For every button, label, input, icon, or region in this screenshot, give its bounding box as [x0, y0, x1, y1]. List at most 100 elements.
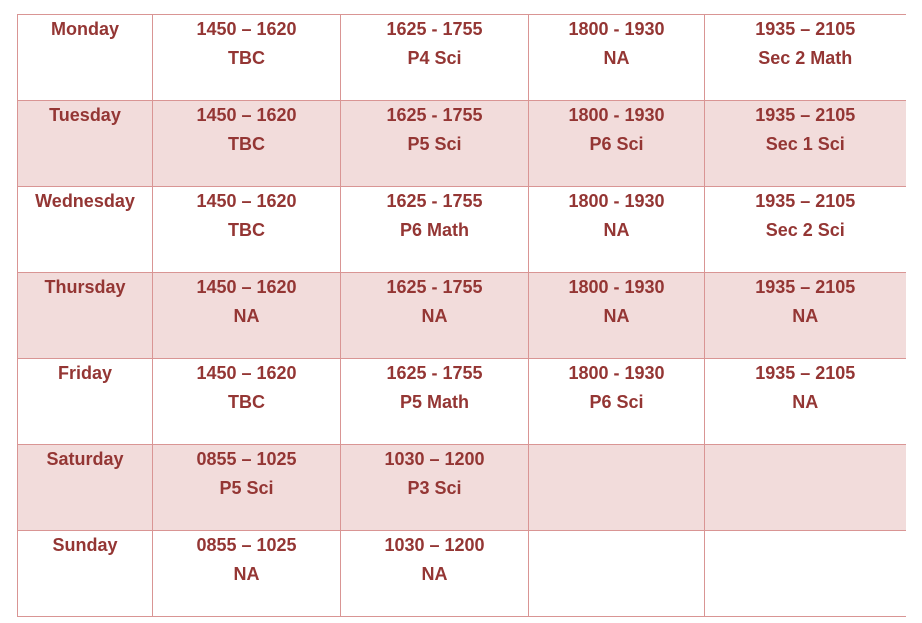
- table-row: Friday 1450 – 1620 TBC 1625 - 1755 P5 Math 18…: [17, 358, 906, 445]
- slot-label: P4 Sci: [407, 48, 462, 68]
- slot-time: 1450 – 1620: [196, 105, 297, 125]
- slot-time: 1450 – 1620: [196, 191, 297, 211]
- slot-time: 1800 - 1930: [568, 363, 665, 383]
- slot-time: 1625 - 1755: [386, 19, 483, 39]
- slot-label: NA: [421, 306, 448, 326]
- slot-time: 1625 - 1755: [386, 105, 483, 125]
- slot-time: 1800 - 1930: [568, 277, 665, 297]
- table-row: Thursday 1450 – 1620 NA 1625 - 1755 NA 1800 -…: [17, 272, 906, 359]
- slot-time: 1935 – 2105: [755, 363, 856, 383]
- slot-label: TBC: [228, 220, 265, 240]
- slot-cell: 1935 – 2105 Sec 2 Math: [704, 14, 906, 101]
- slot-cell: 1800 - 1930 NA: [528, 14, 705, 101]
- slot-label: NA: [233, 564, 260, 584]
- slot-label: NA: [421, 564, 448, 584]
- slot-cell: 1450 – 1620 TBC: [152, 100, 341, 187]
- slot-label: NA: [792, 392, 819, 412]
- slot-cell: 1625 - 1755 P6 Math: [340, 186, 529, 273]
- slot-cell: 1030 – 1200 P3 Sci: [340, 444, 529, 531]
- slot-time: 1030 – 1200: [384, 449, 485, 469]
- slot-cell: 1935 – 2105 NA: [704, 272, 906, 359]
- day-name: Monday: [50, 19, 119, 39]
- day-cell: Saturday: [17, 444, 153, 531]
- slot-cell: 1800 - 1930 P6 Sci: [528, 100, 705, 187]
- slot-label: P5 Sci: [407, 134, 462, 154]
- slot-cell: 1450 – 1620 NA: [152, 272, 341, 359]
- slot-time: 1935 – 2105: [755, 19, 856, 39]
- slot-label: NA: [792, 306, 819, 326]
- table-row: Monday 1450 – 1620 TBC 1625 - 1755 P4 Sci 180…: [17, 14, 906, 101]
- slot-cell: 0855 – 1025 P5 Sci: [152, 444, 341, 531]
- slot-time: 1030 – 1200: [384, 535, 485, 555]
- day-name: Tuesday: [49, 105, 121, 125]
- slot-label: NA: [233, 306, 260, 326]
- slot-cell: 1625 - 1755 NA: [340, 272, 529, 359]
- day-name: Friday: [57, 363, 113, 383]
- slot-label: NA: [603, 220, 630, 240]
- slot-cell: [528, 444, 705, 531]
- slot-cell: 1450 – 1620 TBC: [152, 14, 341, 101]
- day-cell: Tuesday: [17, 100, 153, 187]
- slot-label: NA: [603, 48, 630, 68]
- slot-cell: 1450 – 1620 TBC: [152, 358, 341, 445]
- slot-time: 1450 – 1620: [196, 277, 297, 297]
- slot-cell: 1625 - 1755 P4 Sci: [340, 14, 529, 101]
- table-row: Tuesday 1450 – 1620 TBC 1625 - 1755 P5 Sci 18…: [17, 100, 906, 187]
- slot-time: 1800 - 1930: [568, 19, 665, 39]
- day-cell: Monday: [17, 14, 153, 101]
- slot-cell: 1030 – 1200 NA: [340, 530, 529, 617]
- table-row: Sunday 0855 – 1025 NA 1030 – 1200 NA: [17, 530, 906, 617]
- table-row: Wednesday 1450 – 1620 TBC 1625 - 1755 P6 Mat…: [17, 186, 906, 273]
- slot-cell: 1935 – 2105 Sec 2 Sci: [704, 186, 906, 273]
- slot-label: TBC: [228, 48, 265, 68]
- slot-cell: 1935 – 2105 Sec 1 Sci: [704, 100, 906, 187]
- slot-time: 1800 - 1930: [568, 105, 665, 125]
- day-name: Wednesday: [35, 191, 135, 211]
- slot-cell: 1800 - 1930 NA: [528, 272, 705, 359]
- slot-time: 1625 - 1755: [386, 363, 483, 383]
- slot-label: P6 Sci: [589, 392, 644, 412]
- day-cell: Wednesday: [17, 186, 153, 273]
- slot-time: 1800 - 1930: [568, 191, 665, 211]
- slot-label: P3 Sci: [407, 478, 462, 498]
- day-name: Saturday: [46, 449, 124, 469]
- slot-cell: 1450 – 1620 TBC: [152, 186, 341, 273]
- slot-label: P6 Sci: [589, 134, 644, 154]
- slot-label: Sec 1 Sci: [765, 134, 845, 154]
- day-name: Thursday: [44, 277, 126, 297]
- slot-cell: 0855 – 1025 NA: [152, 530, 341, 617]
- slot-time: 1625 - 1755: [386, 277, 483, 297]
- day-name: Sunday: [52, 535, 118, 555]
- slot-time: 0855 – 1025: [196, 535, 297, 555]
- slot-cell: [528, 530, 705, 617]
- slot-label: Sec 2 Math: [758, 48, 853, 68]
- slot-time: 1935 – 2105: [755, 105, 856, 125]
- slot-cell: 1800 - 1930 P6 Sci: [528, 358, 705, 445]
- slot-label: TBC: [228, 392, 265, 412]
- slot-time: 1935 – 2105: [755, 191, 856, 211]
- day-cell: Thursday: [17, 272, 153, 359]
- slot-label: P5 Math: [399, 392, 469, 412]
- slot-label: TBC: [228, 134, 265, 154]
- day-cell: Sunday: [17, 530, 153, 617]
- slot-label: Sec 2 Sci: [765, 220, 845, 240]
- slot-time: 1450 – 1620: [196, 363, 297, 383]
- slot-cell: 1800 - 1930 NA: [528, 186, 705, 273]
- slot-cell: 1625 - 1755 P5 Math: [340, 358, 529, 445]
- slot-cell: 1935 – 2105 NA: [704, 358, 906, 445]
- slot-cell: 1625 - 1755 P5 Sci: [340, 100, 529, 187]
- slot-time: 1450 – 1620: [196, 19, 297, 39]
- slot-label: P6 Math: [399, 220, 469, 240]
- table-body: Monday 1450 – 1620 TBC 1625 - 1755 P4 Sci 180…: [17, 14, 906, 617]
- slot-cell: [704, 444, 906, 531]
- slot-cell: [704, 530, 906, 617]
- day-cell: Friday: [17, 358, 153, 445]
- slot-time: 1625 - 1755: [386, 191, 483, 211]
- slot-label: NA: [603, 306, 630, 326]
- slot-time: 0855 – 1025: [196, 449, 297, 469]
- slot-time: 1935 – 2105: [755, 277, 856, 297]
- schedule-table: Monday 1450 – 1620 TBC 1625 - 1755 P4 Sci 180…: [17, 14, 906, 617]
- table-row: Saturday 0855 – 1025 P5 Sci 1030 – 1200 P3 S…: [17, 444, 906, 531]
- slot-label: P5 Sci: [219, 478, 274, 498]
